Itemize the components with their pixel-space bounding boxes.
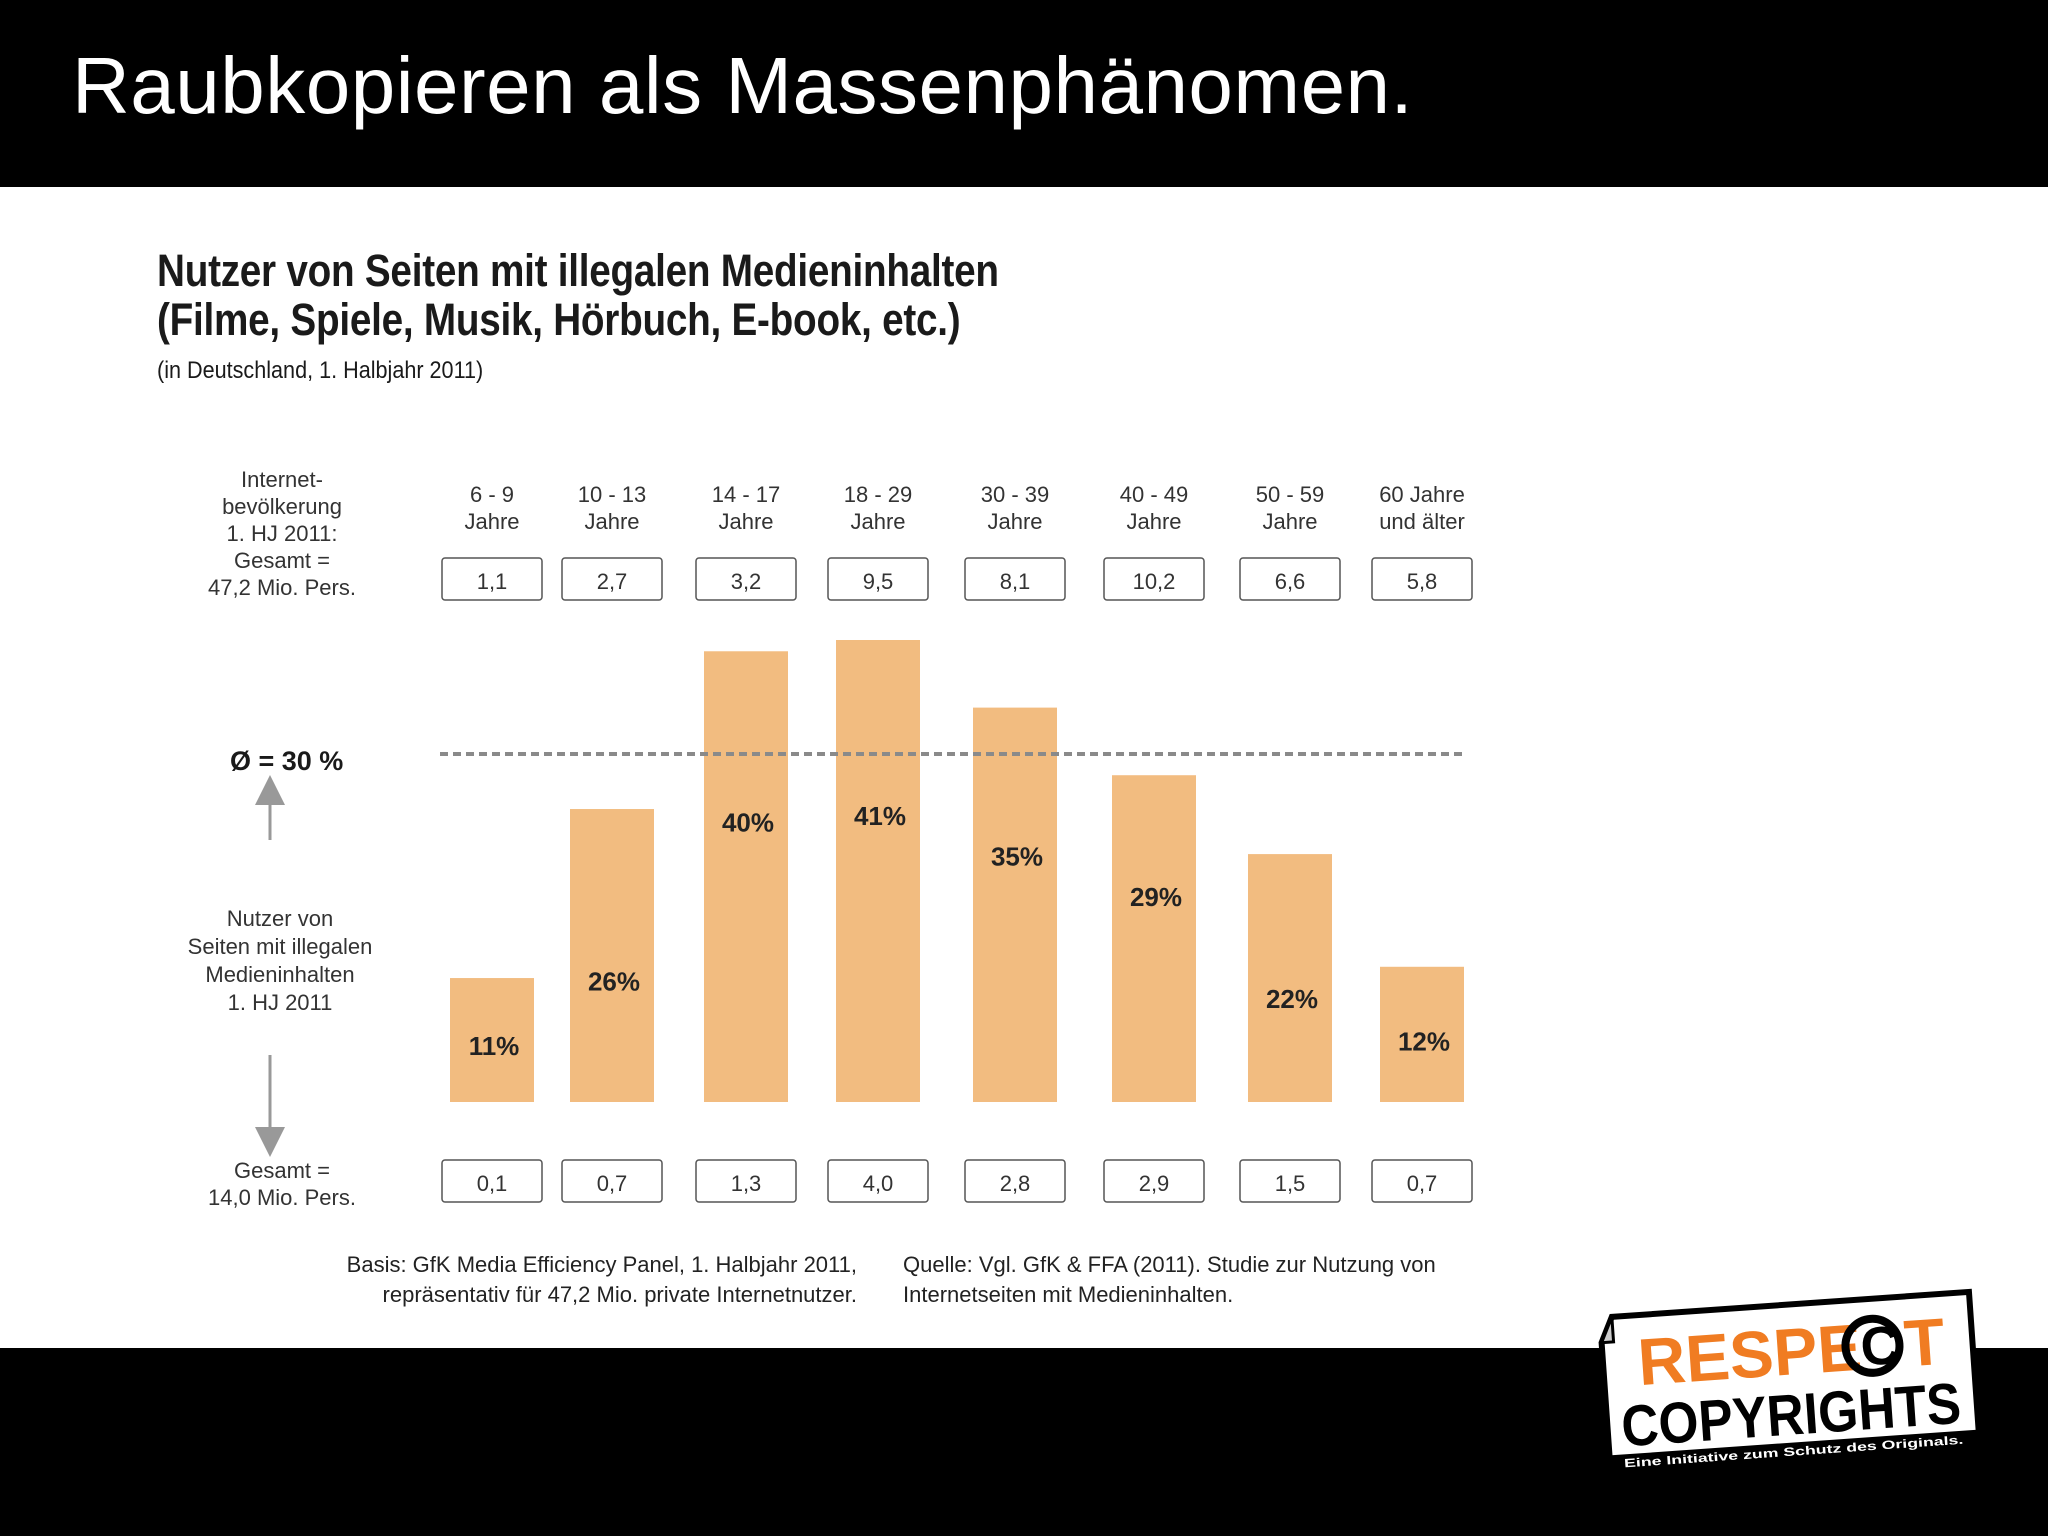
bar: [1248, 854, 1332, 1102]
users-label-line: Nutzer von: [226, 906, 334, 931]
copyright-icon: [1841, 1314, 1904, 1377]
average-label: Ø = 30 %: [230, 746, 344, 776]
population-label-line: 1. HJ 2011:: [226, 521, 338, 546]
chart-title: Nutzer von Seiten mit illegalen Medienin…: [157, 246, 999, 344]
chart-subtitle: (in Deutschland, 1. Halbjahr 2011): [157, 357, 484, 384]
population-value: 9,5: [863, 569, 894, 594]
users-total-label-line: 14,0 Mio. Pers.: [208, 1185, 356, 1210]
population-value-box: [695, 557, 797, 601]
category-label: 50 - 59: [1256, 482, 1325, 507]
population-value: 6,6: [1275, 569, 1306, 594]
users-value: 0,7: [1407, 1171, 1438, 1196]
category-label: 6 - 9: [470, 482, 514, 507]
category-label: Jahre: [718, 509, 773, 534]
category-label: Jahre: [464, 509, 519, 534]
users-value: 1,5: [1275, 1171, 1306, 1196]
bar: [704, 651, 788, 1102]
footnote-source: Quelle: Vgl. GfK & FFA (2011). Studie zu…: [903, 1252, 1436, 1307]
population-label-line: Internet-: [241, 467, 323, 492]
bar-value-label: 40%: [722, 808, 774, 838]
category-label: 40 - 49: [1120, 482, 1189, 507]
population-value-box: [1103, 557, 1205, 601]
population-value: 2,7: [597, 569, 628, 594]
category-label: Jahre: [1262, 509, 1317, 534]
respect-copyrights-logo: RESPE C T COPYRIGHTS Eine Initiative zum…: [1598, 1288, 1983, 1476]
chart-title-line-2: (Filme, Spiele, Musik, Hörbuch, E-book, …: [157, 294, 961, 345]
population-value-box: [1239, 557, 1341, 601]
users-value-box: [441, 1159, 543, 1203]
users-label-line: Medieninhalten: [205, 962, 355, 987]
users-label-line: Seiten mit illegalen: [187, 934, 373, 959]
bar-value-label: 29%: [1130, 882, 1182, 912]
bar-value-label: 22%: [1266, 984, 1318, 1014]
population-value-box: [827, 557, 929, 601]
slide-title: Raubkopieren als Massenphänomen.: [72, 41, 1414, 130]
category-label: Jahre: [1126, 509, 1181, 534]
bar: [570, 809, 654, 1102]
bar-value-label: 35%: [991, 841, 1043, 871]
category-label: 30 - 39: [981, 482, 1050, 507]
users-value-box: [1239, 1159, 1341, 1203]
category-label: 10 - 13: [578, 482, 647, 507]
category-label: Jahre: [584, 509, 639, 534]
users-value: 2,8: [1000, 1171, 1031, 1196]
category-label: 18 - 29: [844, 482, 913, 507]
chart-title-line-1: Nutzer von Seiten mit illegalen Medienin…: [157, 245, 999, 296]
users-value-box: [561, 1159, 663, 1203]
users-value: 0,7: [597, 1171, 628, 1196]
users-value-box: [1371, 1159, 1473, 1203]
bar-value-label: 26%: [588, 967, 640, 997]
bar-value-label: 41%: [854, 801, 906, 831]
bar: [973, 707, 1057, 1102]
bar-value-label: 12%: [1398, 1027, 1450, 1057]
category-label: 60 Jahre: [1379, 482, 1465, 507]
population-value-box: [1371, 557, 1473, 601]
bar: [1112, 775, 1196, 1102]
users-value: 0,1: [477, 1171, 508, 1196]
population-value: 8,1: [1000, 569, 1031, 594]
population-value: 10,2: [1133, 569, 1176, 594]
population-label-line: bevölkerung: [222, 494, 342, 519]
bar-value-label: 11%: [469, 1031, 520, 1061]
population-label-line: 47,2 Mio. Pers.: [208, 575, 356, 600]
logo-respect-text-b: T: [1902, 1304, 1947, 1381]
title-bar: [0, 0, 2048, 187]
population-label-line: Gesamt =: [234, 548, 330, 573]
users-value: 2,9: [1139, 1171, 1170, 1196]
users-value: 1,3: [731, 1171, 762, 1196]
users-value: 4,0: [863, 1171, 894, 1196]
category-label: und älter: [1379, 509, 1465, 534]
population-value-box: [441, 557, 543, 601]
users-value-box: [827, 1159, 929, 1203]
population-value-box: [561, 557, 663, 601]
users-value-box: [964, 1159, 1066, 1203]
users-total-label-line: Gesamt =: [234, 1158, 330, 1183]
users-label: Nutzer von Seiten mit illegalen Medienin…: [160, 905, 400, 1017]
bar: [1380, 966, 1464, 1102]
bar: [836, 640, 920, 1102]
category-label: Jahre: [850, 509, 905, 534]
users-value-box: [1103, 1159, 1205, 1203]
population-value: 5,8: [1407, 569, 1438, 594]
logo-respect-text-a: RESPE: [1635, 1310, 1863, 1399]
category-label: 14 - 17: [712, 482, 781, 507]
category-label: Jahre: [987, 509, 1042, 534]
population-label: Internet- bevölkerung 1. HJ 2011: Gesamt…: [177, 466, 387, 601]
users-value-box: [695, 1159, 797, 1203]
logo-copyright-symbol: C: [1858, 1315, 1901, 1378]
users-total-label: Gesamt = 14,0 Mio. Pers.: [177, 1157, 387, 1211]
population-value: 3,2: [731, 569, 762, 594]
users-label-line: 1. HJ 2011: [227, 990, 333, 1015]
bar: [450, 978, 534, 1102]
footnote-basis: Basis: GfK Media Efficiency Panel, 1. Ha…: [346, 1252, 857, 1307]
population-value: 1,1: [477, 569, 508, 594]
population-value-box: [964, 557, 1066, 601]
